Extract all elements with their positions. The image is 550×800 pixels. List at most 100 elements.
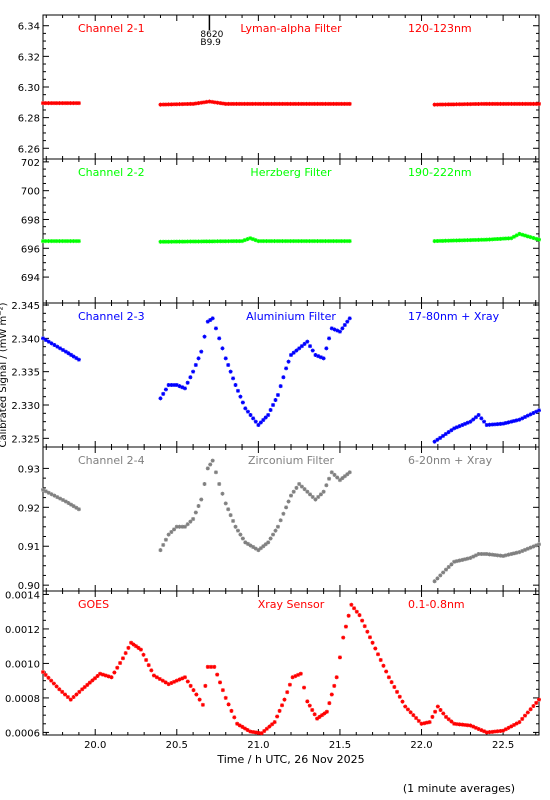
data-point — [65, 239, 70, 244]
data-point — [191, 101, 196, 106]
data-point — [191, 369, 196, 374]
data-point — [310, 494, 315, 499]
data-point — [320, 713, 324, 718]
data-point — [326, 101, 331, 106]
data-point — [218, 680, 223, 685]
data-point — [309, 101, 314, 106]
data-point — [298, 671, 303, 676]
data-point — [378, 657, 383, 662]
data-point — [217, 336, 222, 341]
data-point — [454, 425, 459, 430]
data-point — [172, 102, 177, 107]
data-point — [68, 239, 73, 244]
data-point — [312, 101, 317, 106]
data-point — [240, 239, 245, 244]
y-tick-label: 6.32 — [18, 52, 40, 63]
footnote: (1 minute averages) — [403, 782, 515, 795]
data-point — [345, 472, 350, 477]
data-point — [520, 232, 525, 237]
data-point — [136, 645, 141, 650]
data-point — [305, 339, 310, 344]
data-point — [304, 239, 309, 244]
data-point — [264, 101, 269, 106]
data-point — [57, 687, 62, 692]
data-point — [293, 239, 298, 244]
data-point — [283, 239, 288, 244]
data-point — [256, 423, 261, 427]
data-point — [299, 344, 304, 349]
data-point — [435, 576, 440, 581]
y-tick-label: 2.330 — [11, 401, 40, 412]
data-point — [438, 573, 443, 578]
data-point — [537, 101, 541, 106]
data-point — [199, 239, 204, 244]
data-point — [275, 524, 280, 529]
data-point — [234, 101, 239, 106]
data-point — [220, 688, 225, 693]
data-point — [473, 553, 478, 558]
data-point — [245, 237, 250, 242]
y-tick-label: 700 — [21, 187, 40, 198]
data-point — [285, 101, 290, 106]
data-point — [471, 238, 476, 243]
data-point — [528, 412, 533, 417]
data-point — [262, 729, 267, 734]
data-point — [263, 415, 268, 420]
data-point — [506, 101, 511, 106]
data-point — [501, 421, 506, 426]
data-point — [446, 565, 451, 569]
data-point — [240, 400, 245, 405]
data-point — [229, 101, 234, 106]
data-point — [357, 613, 362, 618]
data-point — [256, 548, 261, 553]
data-point — [460, 102, 465, 107]
data-point — [347, 470, 352, 475]
data-point — [264, 726, 269, 731]
y-tick-label: 702 — [21, 158, 40, 169]
data-point — [523, 233, 528, 238]
data-point — [275, 239, 280, 244]
data-point — [347, 316, 352, 321]
data-point — [112, 670, 117, 675]
data-point — [177, 524, 182, 529]
data-point — [302, 685, 307, 690]
data-point — [200, 702, 205, 707]
panel-5: 0.0006 0.0008 0.0010 0.0012 0.0014 GOES Xray S… — [5, 590, 541, 751]
data-point — [51, 681, 56, 686]
data-point — [251, 416, 256, 421]
data-point — [487, 101, 492, 106]
data-point — [199, 497, 204, 502]
data-point — [126, 645, 131, 650]
data-point — [161, 542, 166, 547]
data-point — [509, 724, 514, 729]
data-point — [248, 236, 253, 241]
data-point — [182, 524, 187, 529]
data-point — [443, 432, 448, 437]
data-point — [511, 722, 516, 727]
data-point — [280, 101, 285, 106]
data-point — [129, 640, 134, 645]
data-point — [280, 703, 285, 708]
y-tick-label: 0.0014 — [5, 590, 40, 601]
data-point — [68, 697, 73, 702]
data-point — [182, 675, 187, 680]
data-point — [231, 101, 236, 106]
data-point — [223, 356, 228, 361]
data-point — [46, 490, 51, 495]
data-point — [490, 101, 495, 106]
data-point — [166, 532, 171, 537]
data-point — [322, 711, 327, 716]
data-point — [520, 548, 525, 553]
data-point — [514, 550, 519, 555]
data-point — [528, 707, 533, 712]
data-point — [223, 501, 228, 506]
data-point — [454, 102, 459, 107]
data-point — [210, 239, 215, 244]
data-point — [266, 413, 271, 417]
data-point — [310, 348, 315, 353]
data-point — [191, 688, 196, 693]
data-point — [495, 237, 500, 241]
data-point — [465, 102, 470, 107]
data-point — [307, 703, 312, 708]
data-point — [422, 721, 427, 726]
